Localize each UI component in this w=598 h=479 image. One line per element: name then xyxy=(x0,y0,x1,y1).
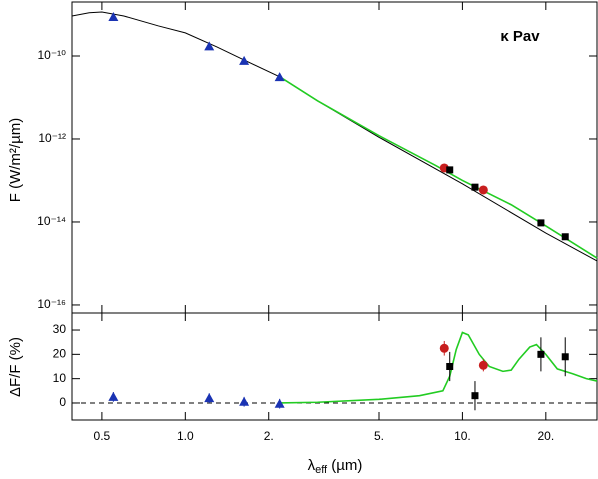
model-line xyxy=(279,76,598,259)
square-marker xyxy=(561,353,569,361)
y-tick-label: 10⁻¹⁴ xyxy=(37,214,66,228)
y-tick-label: 0 xyxy=(59,395,66,409)
x-label-part: (µm) xyxy=(327,457,362,474)
model-line xyxy=(71,11,598,262)
square-marker xyxy=(561,233,569,241)
y-tick-label: 30 xyxy=(53,322,67,336)
square-marker xyxy=(446,363,454,370)
triangle-marker xyxy=(274,72,285,82)
triangle-marker xyxy=(108,391,119,401)
triangle-marker xyxy=(108,12,119,22)
y-tick-label: 20 xyxy=(53,347,67,361)
x-label-sub: eff xyxy=(315,464,328,476)
circle-marker xyxy=(439,343,449,353)
y-tick-label: 10 xyxy=(53,371,67,385)
circle-marker xyxy=(478,185,488,195)
top-frame xyxy=(71,1,598,314)
bottom-frame xyxy=(71,312,598,421)
triangle-marker xyxy=(204,41,215,51)
square-marker xyxy=(471,183,479,191)
triangle-marker xyxy=(204,393,215,403)
square-marker xyxy=(471,392,479,400)
triangle-marker xyxy=(239,396,250,406)
y-tick-label: 10⁻¹⁰ xyxy=(38,48,67,62)
y-axis-label: F (W/m²/µm) xyxy=(7,118,24,202)
y-tick-label: 10⁻¹² xyxy=(38,131,66,145)
x-tick-label: 1.0 xyxy=(177,429,194,443)
x-axis-label: λeff (µm) xyxy=(308,457,363,476)
x-label-part: λ xyxy=(308,457,316,474)
model-line xyxy=(279,331,598,404)
triangle-marker xyxy=(239,55,250,65)
square-marker xyxy=(537,219,545,227)
circle-marker xyxy=(478,360,488,370)
x-tick-label: 2. xyxy=(264,429,274,443)
x-tick-label: 5. xyxy=(374,429,384,443)
triangle-marker xyxy=(274,398,285,408)
y-axis-label: ΔF/F (%) xyxy=(7,337,24,397)
y-tick-label: 10⁻¹⁶ xyxy=(37,297,66,311)
annotation: κ Pav xyxy=(500,28,540,45)
square-marker xyxy=(446,166,454,174)
x-tick-label: 0.5 xyxy=(94,429,111,443)
x-tick-label: 20. xyxy=(537,429,554,443)
x-tick-label: 10. xyxy=(454,429,471,443)
square-marker xyxy=(537,350,545,358)
